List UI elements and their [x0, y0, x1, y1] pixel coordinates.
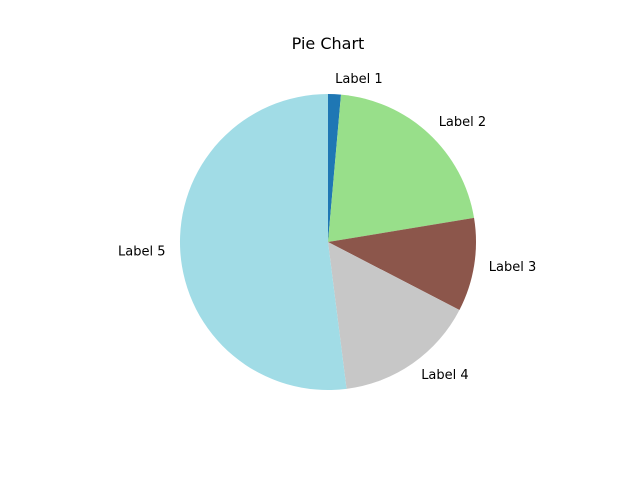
pie-slice-5 [179, 94, 347, 390]
pie-slice-1 [328, 94, 341, 242]
pie-label-4: Label 4 [421, 368, 468, 383]
pie-slice-4 [328, 242, 460, 389]
pie-label-1: Label 1 [335, 72, 382, 87]
pie-label-3: Label 3 [489, 260, 536, 275]
pie-label-5: Label 5 [118, 245, 165, 260]
pie-labels: Label 1 Label 2 Label 3 Label 4 Label 5 [118, 72, 536, 383]
chart-title: Pie Chart [292, 34, 365, 53]
pie-slices [179, 94, 476, 390]
pie-slice-2 [328, 94, 475, 242]
pie-label-2: Label 2 [439, 115, 486, 130]
pie-slice-3 [328, 217, 476, 311]
